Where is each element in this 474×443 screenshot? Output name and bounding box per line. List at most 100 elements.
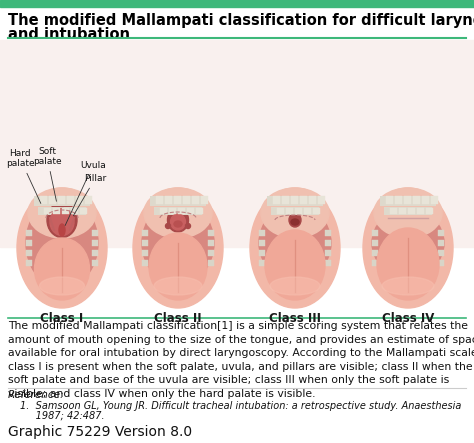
Bar <box>26 230 32 236</box>
Ellipse shape <box>174 221 182 227</box>
Bar <box>208 250 214 256</box>
Text: Uvula: Uvula <box>65 161 106 225</box>
Ellipse shape <box>165 224 171 229</box>
Ellipse shape <box>47 202 77 237</box>
Text: Class IV: Class IV <box>382 312 434 325</box>
Text: Class I: Class I <box>40 312 83 325</box>
Bar <box>273 196 280 204</box>
Bar <box>438 230 444 236</box>
Ellipse shape <box>28 188 96 238</box>
Bar <box>408 208 415 214</box>
Bar <box>142 240 148 246</box>
Ellipse shape <box>372 209 444 277</box>
Bar <box>38 207 86 215</box>
Ellipse shape <box>259 206 331 280</box>
Bar <box>295 208 302 214</box>
Ellipse shape <box>144 188 212 238</box>
Ellipse shape <box>50 209 74 236</box>
Bar <box>26 250 32 256</box>
Ellipse shape <box>35 238 90 300</box>
Bar <box>390 208 397 214</box>
Text: Pillar: Pillar <box>73 174 106 216</box>
Bar <box>372 230 378 236</box>
Bar <box>438 240 444 246</box>
Ellipse shape <box>154 277 202 295</box>
Ellipse shape <box>291 219 299 225</box>
Bar <box>85 196 92 204</box>
Bar <box>372 240 378 246</box>
Bar <box>165 196 172 204</box>
Bar <box>154 207 202 215</box>
Ellipse shape <box>171 214 185 230</box>
Bar <box>92 250 98 256</box>
Bar <box>183 196 190 204</box>
Text: Soft
palate: Soft palate <box>33 147 61 201</box>
Ellipse shape <box>59 224 65 236</box>
Bar <box>142 250 148 256</box>
Bar <box>259 230 265 236</box>
Bar <box>187 208 194 214</box>
Bar <box>62 208 69 214</box>
Bar <box>422 196 429 204</box>
Bar <box>309 196 316 204</box>
Bar <box>67 196 74 204</box>
Bar <box>259 260 265 266</box>
Bar <box>300 196 307 204</box>
Bar <box>80 208 87 214</box>
Bar <box>58 196 65 204</box>
Text: Reference:: Reference: <box>8 390 64 400</box>
Bar <box>384 207 432 215</box>
Bar <box>291 196 298 204</box>
Bar <box>71 208 78 214</box>
Ellipse shape <box>17 188 107 308</box>
Bar <box>413 196 420 204</box>
Bar <box>267 196 323 206</box>
Ellipse shape <box>363 188 453 308</box>
Bar <box>259 250 265 256</box>
Bar <box>318 196 325 204</box>
Bar <box>92 240 98 246</box>
Bar <box>286 208 293 214</box>
Text: Class III: Class III <box>269 312 321 325</box>
Ellipse shape <box>142 202 214 284</box>
Bar <box>169 208 176 214</box>
Bar <box>404 196 411 204</box>
Bar <box>49 196 56 204</box>
Bar <box>431 196 438 204</box>
Bar <box>92 260 98 266</box>
Bar <box>150 196 206 206</box>
Bar <box>259 240 265 246</box>
Ellipse shape <box>26 198 98 288</box>
Ellipse shape <box>39 277 84 295</box>
Text: Class II: Class II <box>154 312 202 325</box>
Bar <box>142 260 148 266</box>
Bar <box>325 230 331 236</box>
Ellipse shape <box>261 188 329 238</box>
Bar <box>0 40 474 247</box>
Bar <box>76 196 83 204</box>
Bar <box>325 260 331 266</box>
Bar <box>174 196 181 204</box>
Ellipse shape <box>289 213 301 227</box>
Bar <box>160 208 167 214</box>
Bar <box>0 0 474 7</box>
Bar <box>208 230 214 236</box>
Bar <box>325 240 331 246</box>
Bar <box>325 250 331 256</box>
Text: 1987; 42:487.: 1987; 42:487. <box>20 411 105 421</box>
Bar <box>192 196 199 204</box>
Text: Graphic 75229 Version 8.0: Graphic 75229 Version 8.0 <box>8 425 192 439</box>
Ellipse shape <box>377 228 439 300</box>
Bar <box>53 208 60 214</box>
Text: The modified Mallampati classification for difficult laryngoscopy: The modified Mallampati classification f… <box>8 13 474 28</box>
Ellipse shape <box>185 224 191 229</box>
Bar <box>372 260 378 266</box>
Bar <box>178 208 185 214</box>
Bar <box>395 196 402 204</box>
Bar <box>438 250 444 256</box>
Ellipse shape <box>265 230 325 300</box>
Bar <box>142 230 148 236</box>
Ellipse shape <box>250 188 340 308</box>
Bar <box>386 196 393 204</box>
Bar <box>26 260 32 266</box>
